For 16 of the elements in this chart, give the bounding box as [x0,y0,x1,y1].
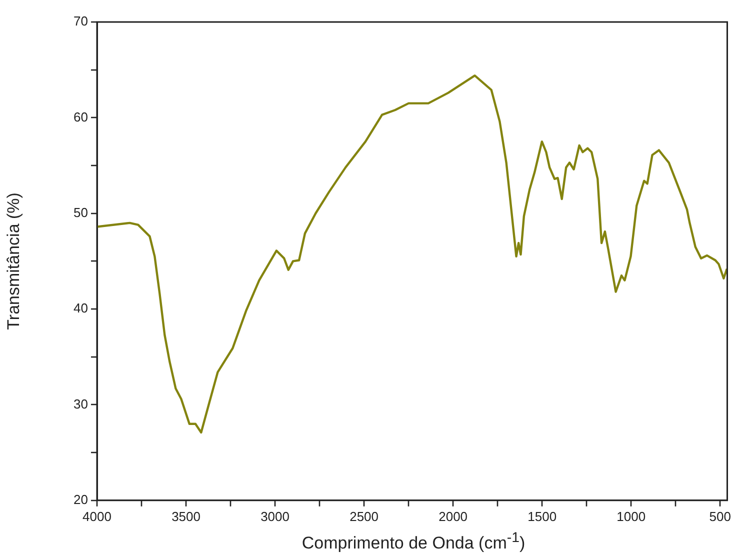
y-tick-label: 60 [74,109,88,124]
x-axis-title: Comprimento de Onda (cm$^{-1}$) [300,530,526,554]
x-tick-label: 3000 [260,508,290,524]
x-tick-label: 2500 [350,508,379,524]
y-tick-label: 50 [74,204,88,220]
y-tick-label: 30 [74,396,88,412]
x-tick-label: 3500 [172,508,200,524]
x-tick-label: 500 [709,508,731,524]
y-tick-label: 20 [74,492,88,507]
x-tick-label: 1500 [528,508,557,524]
x-tick-label: 2000 [438,508,468,524]
y-axis-title: Transmitância (%) [4,192,23,330]
y-tick-label: 40 [74,300,88,316]
x-tick-label: 1000 [616,508,646,524]
y-tick-label: 70 [74,14,88,29]
x-tick-label: 4000 [82,508,112,524]
